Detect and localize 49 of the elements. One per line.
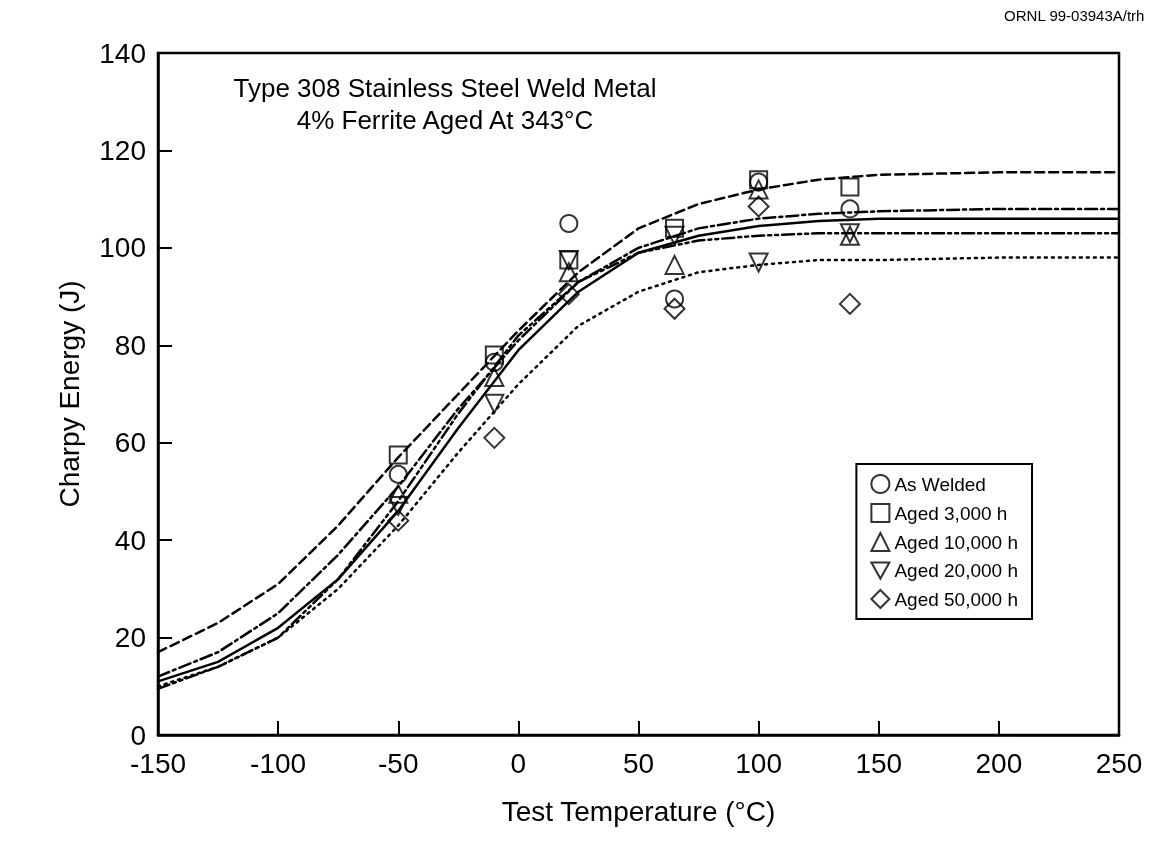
point: [664, 225, 685, 246]
point: [748, 252, 769, 273]
x-tick-label: 50: [622, 747, 655, 779]
text: Type 308 Stainless Steel Weld Metal: [233, 73, 657, 103]
x-tick-label: 0: [510, 747, 527, 779]
text: ORNL 99-03943A/trh: [1004, 7, 1145, 24]
point: [387, 509, 410, 532]
point: [665, 218, 685, 238]
y-tick-label: 80: [114, 329, 146, 361]
point: [665, 289, 685, 309]
x-tick-label: 100: [735, 747, 782, 779]
y-tick-label: 120: [99, 134, 146, 166]
legend-label: Aged 3,000 h: [894, 502, 1008, 524]
legend-label: Aged 50,000 h: [894, 588, 1019, 610]
point: [840, 177, 860, 197]
point: [559, 214, 579, 233]
point: [388, 445, 408, 465]
point: [388, 483, 409, 504]
x-tick-label: 150: [855, 747, 903, 779]
point: [483, 426, 506, 449]
y-tick-label: 140: [99, 37, 146, 69]
x-tick-label: 200: [975, 747, 1023, 779]
point: [484, 366, 505, 387]
point: [484, 393, 505, 414]
point: [838, 292, 861, 315]
point: [663, 297, 686, 320]
x-tick-label: -50: [378, 747, 419, 779]
y-tick-label: 100: [99, 232, 146, 264]
legend-label: Aged 20,000 h: [894, 560, 1019, 581]
point: [557, 283, 580, 306]
y-tick-label: 60: [114, 427, 146, 459]
point: [747, 195, 770, 218]
x-tick-label: 250: [1095, 747, 1143, 779]
point: [388, 496, 409, 517]
y-axis-title: Charpy Energy (J): [53, 280, 85, 508]
legend-label: Aged 10,000 h: [894, 531, 1019, 553]
point: [484, 352, 504, 372]
point: [558, 262, 579, 283]
legend-label: As Welded: [894, 473, 986, 495]
y-tick-label: 40: [114, 524, 146, 556]
text: 4% Ferrite Aged At 343°C: [296, 105, 594, 135]
point: [664, 254, 685, 275]
point: [388, 464, 408, 484]
x-axis-title: Test Temperature (°C): [501, 795, 776, 827]
point: [484, 345, 504, 365]
x-tick-label: -100: [250, 747, 307, 779]
y-tick-label: 20: [114, 622, 146, 654]
point: [840, 199, 860, 219]
point: [748, 179, 769, 200]
